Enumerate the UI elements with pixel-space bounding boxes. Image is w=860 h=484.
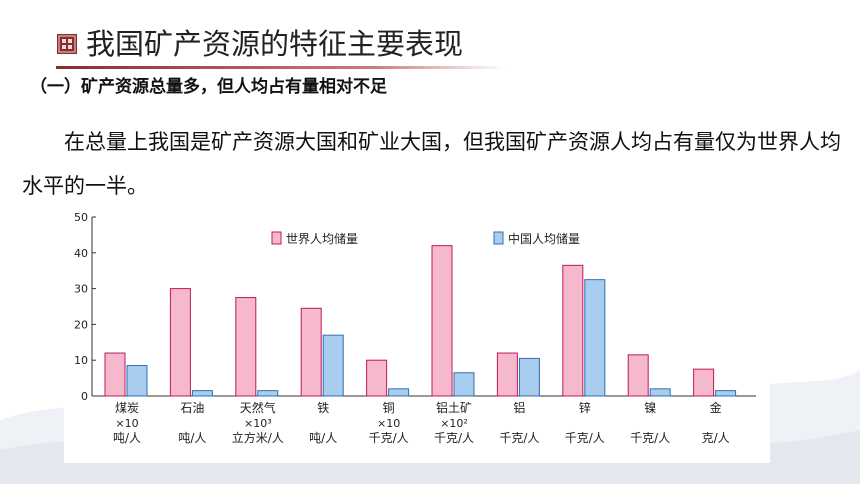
bar-world bbox=[562, 264, 584, 397]
x-category-unit: 吨/人 bbox=[113, 431, 141, 445]
y-tick-label: 40 bbox=[74, 247, 88, 260]
bar-china bbox=[453, 372, 475, 397]
x-category-scale: ×10² bbox=[440, 417, 468, 430]
x-category-label: 石油 bbox=[180, 401, 204, 415]
y-tick-label: 10 bbox=[74, 354, 88, 367]
bar-world bbox=[693, 368, 715, 397]
bar-world bbox=[627, 354, 649, 397]
bar-world bbox=[496, 352, 518, 397]
bar-world bbox=[169, 288, 191, 397]
page-title: 我国矿产资源的特征主要表现 bbox=[86, 27, 464, 61]
x-category-label: 天然气 bbox=[240, 400, 276, 415]
y-tick-label: 30 bbox=[74, 283, 88, 296]
bar-china bbox=[715, 390, 737, 397]
chart-svg: 01020304050煤炭×10吨/人石油吨/人天然气×10³立方米/人铁吨/人… bbox=[74, 211, 756, 445]
x-category-unit: 克/人 bbox=[702, 431, 730, 445]
x-category-unit: 千克/人 bbox=[565, 431, 605, 445]
y-tick-label: 0 bbox=[81, 390, 88, 403]
title-row: 我国矿产资源的特征主要表现 bbox=[56, 26, 463, 62]
bar-world bbox=[235, 297, 257, 397]
body-paragraph: 在总量上我国是矿产资源大国和矿业大国，但我国矿产资源人均占有量仅为世界人均水平的… bbox=[22, 130, 841, 198]
bar-world bbox=[104, 352, 126, 397]
x-category-unit: 千克/人 bbox=[369, 431, 409, 445]
bar-china bbox=[322, 334, 344, 397]
y-tick-label: 20 bbox=[74, 318, 88, 331]
x-category-unit: 千克/人 bbox=[434, 431, 474, 445]
x-category-label: 金 bbox=[710, 400, 722, 415]
section-subheading: （一）矿产资源总量多，但人均占有量相对不足 bbox=[30, 77, 387, 97]
y-tick-label: 50 bbox=[74, 211, 88, 224]
x-category-label: 铝 bbox=[513, 400, 525, 415]
x-category-scale: ×10 bbox=[377, 417, 400, 430]
bar-world bbox=[300, 307, 322, 397]
x-category-label: 镍 bbox=[644, 401, 656, 415]
bar-china bbox=[126, 365, 148, 397]
bar-world bbox=[366, 359, 388, 397]
bar-china bbox=[257, 390, 279, 397]
x-category-unit: 吨/人 bbox=[178, 431, 206, 445]
legend-label: 中国人均储量 bbox=[508, 231, 580, 246]
bar-china bbox=[649, 388, 671, 397]
x-category-label: 铁 bbox=[317, 401, 329, 415]
legend-swatch bbox=[271, 231, 282, 245]
bar-china bbox=[518, 357, 540, 397]
bar-china bbox=[584, 279, 606, 397]
x-category-label: 铝土矿 bbox=[436, 400, 472, 415]
seal-icon bbox=[57, 34, 77, 54]
x-category-label: 煤炭 bbox=[115, 401, 139, 415]
x-category-label: 锌 bbox=[579, 401, 591, 415]
bar-world bbox=[431, 245, 453, 397]
x-category-label: 铜 bbox=[383, 400, 395, 415]
x-category-unit: 千克/人 bbox=[499, 431, 539, 445]
bar-china bbox=[388, 388, 410, 397]
x-category-unit: 吨/人 bbox=[309, 431, 337, 445]
legend-swatch bbox=[493, 231, 504, 245]
bar-chart: 0 10 20 30 40 50 煤炭 ×10 吨/人 石油 吨/人 天然气 ×10³ 立方米/人铁吨/人… bbox=[64, 205, 770, 463]
bar-china bbox=[191, 390, 213, 397]
x-category-unit: 千克/人 bbox=[630, 431, 670, 445]
x-category-unit: 立方米/人 bbox=[232, 430, 284, 445]
x-category-scale: ×10³ bbox=[244, 417, 272, 430]
legend-label: 世界人均储量 bbox=[286, 231, 358, 246]
title-underline bbox=[56, 66, 506, 69]
x-category-scale: ×10 bbox=[115, 417, 138, 430]
